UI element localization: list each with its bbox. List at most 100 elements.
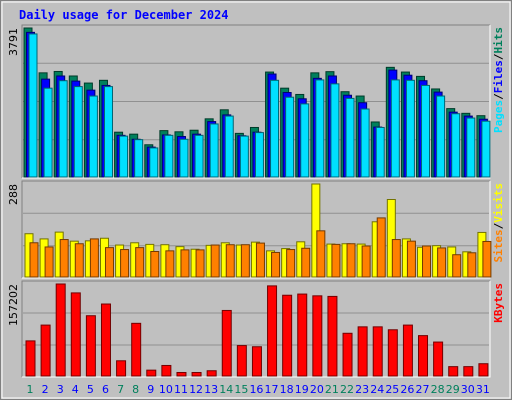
bar-sites-day-20 (316, 230, 326, 278)
x-tick-label-day-31: 31 (476, 383, 490, 396)
bar-kbytes-day-17 (267, 285, 278, 377)
x-tick-label-day-3: 3 (57, 383, 64, 396)
bar-sites-day-29 (452, 254, 462, 278)
bar-sites-day-24 (376, 217, 386, 278)
x-tick-label-day-27: 27 (416, 383, 430, 396)
bar-pages-day-5 (88, 95, 98, 178)
x-tick-label-day-22: 22 (340, 383, 354, 396)
x-tick-label-day-17: 17 (265, 383, 279, 396)
bar-kbytes-day-13 (206, 370, 217, 377)
legend-separator: / (492, 53, 505, 60)
bar-kbytes-day-10 (161, 364, 172, 377)
bar-pages-day-22 (345, 97, 355, 178)
bar-pages-day-10 (164, 134, 174, 178)
bar-sites-day-7 (120, 249, 130, 278)
bar-sites-day-26 (406, 240, 416, 278)
bar-pages-day-13 (209, 123, 219, 178)
bar-sites-day-13 (210, 244, 220, 278)
x-tick-label-day-29: 29 (446, 383, 460, 396)
x-tick-label-day-12: 12 (189, 383, 203, 396)
bar-pages-day-17 (270, 79, 280, 178)
bar-sites-day-9 (150, 250, 160, 278)
bar-kbytes-day-20 (312, 295, 323, 377)
bar-sites-day-19 (301, 247, 311, 278)
bar-pages-day-1 (28, 33, 38, 178)
right-legend-label: KBytes (492, 283, 505, 323)
bar-pages-day-21 (330, 83, 340, 178)
bar-kbytes-day-8 (131, 322, 142, 377)
bar-sites-day-28 (437, 247, 447, 278)
bar-kbytes-day-1 (25, 340, 36, 377)
bar-kbytes-day-3 (55, 283, 66, 377)
bar-sites-day-12 (195, 249, 205, 278)
bar-kbytes-day-16 (251, 346, 262, 377)
panel-bevel-dark (21, 180, 490, 278)
x-tick-label-day-16: 16 (249, 383, 263, 396)
right-legend-label: Sites/Visits (492, 183, 505, 263)
bar-pages-day-26 (405, 79, 415, 178)
bar-kbytes-day-19 (297, 293, 308, 377)
x-tick-label-day-23: 23 (355, 383, 369, 396)
bar-sites-day-18 (286, 249, 296, 278)
x-tick-label-day-26: 26 (400, 383, 414, 396)
legend-separator: / (492, 93, 505, 100)
bar-kbytes-day-29 (448, 366, 459, 377)
bar-sites-day-10 (165, 250, 175, 278)
x-tick-label-day-1: 1 (27, 383, 34, 396)
bar-sites-day-17 (271, 251, 281, 278)
bar-pages-day-29 (451, 113, 461, 178)
x-tick-label-day-30: 30 (461, 383, 475, 396)
bar-kbytes-day-31 (478, 363, 489, 377)
legend-sites: Sites (492, 229, 505, 262)
bar-kbytes-day-7 (116, 360, 127, 377)
legend-separator: / (492, 222, 505, 229)
bar-kbytes-day-27 (418, 335, 429, 377)
x-tick-label-day-25: 25 (385, 383, 399, 396)
x-tick-label-day-15: 15 (234, 383, 248, 396)
bar-kbytes-day-26 (402, 324, 413, 377)
bar-kbytes-day-24 (372, 326, 383, 377)
bar-pages-day-30 (466, 117, 476, 178)
bar-kbytes-day-22 (342, 332, 353, 377)
bar-sites-day-11 (180, 249, 190, 278)
y-axis-max-label: 288 (7, 184, 20, 205)
bar-sites-day-23 (361, 245, 371, 278)
legend-pages: Pages (492, 100, 505, 133)
bar-sites-day-14 (225, 244, 235, 278)
bar-pages-day-12 (194, 134, 204, 178)
bar-sites-day-3 (59, 239, 69, 278)
bar-sites-day-4 (74, 243, 84, 278)
x-tick-label-day-28: 28 (431, 383, 445, 396)
bar-sites-day-31 (482, 240, 492, 278)
bar-pages-day-14 (224, 115, 234, 178)
x-tick-label-day-6: 6 (102, 383, 109, 396)
x-tick-label-day-10: 10 (159, 383, 173, 396)
x-tick-label-day-21: 21 (325, 383, 339, 396)
bar-pages-day-15 (239, 135, 249, 178)
y-axis-max-label: 3791 (7, 28, 20, 56)
x-tick-label-day-9: 9 (147, 383, 154, 396)
bar-kbytes-day-21 (327, 295, 338, 377)
panel-kbytes: 157202 KBytes (7, 280, 505, 378)
bar-pages-day-7 (119, 135, 129, 178)
bar-kbytes-day-15 (236, 345, 247, 377)
bar-pages-day-9 (149, 147, 159, 178)
bar-sites-day-16 (255, 242, 265, 278)
bar-sites-day-27 (422, 245, 432, 278)
bar-pages-day-27 (421, 84, 431, 178)
bar-pages-day-20 (315, 79, 325, 178)
legend-kbytes: KBytes (492, 283, 505, 323)
bar-pages-day-31 (481, 120, 491, 178)
bar-pages-day-28 (436, 95, 446, 178)
bar-sites-day-25 (391, 239, 401, 278)
x-tick-label-day-24: 24 (370, 383, 384, 396)
bar-kbytes-day-6 (100, 303, 111, 377)
panel-bevel-light (22, 25, 491, 179)
bar-pages-day-3 (58, 80, 68, 178)
bar-kbytes-day-9 (146, 369, 157, 377)
bar-pages-day-24 (375, 126, 385, 178)
x-tick-label-day-7: 7 (117, 383, 124, 396)
bar-kbytes-day-2 (40, 324, 51, 377)
